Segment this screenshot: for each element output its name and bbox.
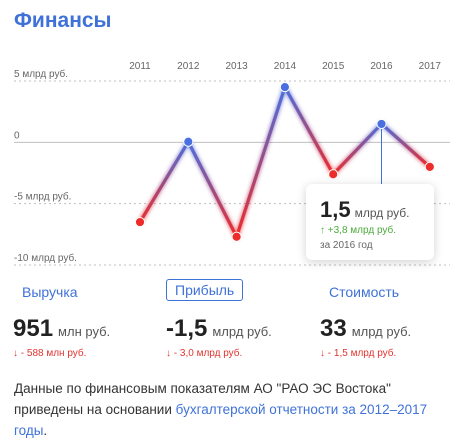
metric-revenue[interactable]: Выручка 951 млн руб. ↓ - 588 млн руб.	[13, 284, 110, 359]
revenue-value: 951	[13, 315, 54, 342]
data-point-2012	[183, 136, 194, 147]
tab-profit[interactable]: Прибыль	[166, 279, 244, 301]
y-tick-label-1: 0	[14, 130, 20, 141]
x-tick-label-5: 2016	[370, 61, 393, 72]
y-tick-label-2: -5 млрд руб.	[14, 191, 71, 203]
tooltip-change: ↑ +3,8 млрд руб.	[320, 225, 397, 236]
x-tick-label-2: 2013	[225, 61, 248, 72]
tooltip-value: 1,5	[320, 197, 351, 222]
metric-cost[interactable]: Стоимость 33 млрд руб. ↓ - 1,5 млрд руб.	[320, 284, 411, 359]
x-tick-label-4: 2015	[322, 61, 345, 72]
series-segment-5	[379, 122, 432, 169]
value-tooltip: 1,5 млрд руб. ↑ +3,8 млрд руб. за 2016 го…	[306, 184, 434, 260]
cost-unit: млрд руб.	[351, 324, 412, 339]
cost-change: ↓ - 1,5 млрд руб.	[320, 348, 397, 359]
data-point-2013	[231, 231, 242, 242]
footer-text: Данные по финансовым показателям АО "РАО…	[14, 381, 391, 417]
footer-end: .	[43, 423, 48, 438]
report-link[interactable]: бухгалтерской отчетности за 2012–2017 го…	[14, 402, 428, 438]
metric-profit[interactable]: Прибыль -1,5 млрд руб. ↓ - 3,0 млрд руб.	[166, 279, 272, 359]
page-title: Финансы	[14, 9, 112, 32]
data-point-2017	[424, 161, 435, 172]
y-tick-label-3: -10 млрд руб.	[14, 252, 77, 264]
profit-value: -1,5	[166, 315, 208, 342]
y-tick-label-0: 5 млрд руб.	[14, 68, 68, 80]
series-segment-2	[235, 85, 287, 239]
x-tick-label-6: 2017	[419, 61, 442, 72]
data-source-note: Данные по финансовым показателям АО "РАО…	[14, 378, 454, 441]
cost-value: 33	[320, 315, 347, 342]
data-point-2015	[328, 169, 339, 180]
series-segment-4	[331, 122, 384, 176]
tooltip-year: за 2016 год	[320, 240, 373, 251]
profit-unit: млрд руб.	[212, 324, 272, 339]
data-point-2011	[134, 216, 146, 228]
tooltip-unit: млрд руб.	[354, 206, 410, 220]
series-segment-0	[138, 140, 190, 224]
x-tick-label-0: 2011	[129, 61, 151, 72]
profit-change: ↓ - 3,0 млрд руб.	[166, 348, 243, 359]
revenue-change: ↓ - 588 млн руб.	[13, 348, 87, 359]
x-tick-label-1: 2012	[177, 61, 200, 72]
tab-revenue[interactable]: Выручка	[22, 284, 78, 300]
series-segment-3	[283, 85, 335, 176]
tab-cost[interactable]: Стоимость	[329, 284, 400, 300]
revenue-unit: млн руб.	[58, 324, 111, 339]
series-segment-1	[186, 140, 239, 239]
data-point-2016	[376, 118, 387, 130]
data-point-2014	[279, 82, 290, 93]
profit-line-chart: 5 млрд руб. 0 -5 млрд руб. -10 млрд руб. 201…	[14, 61, 450, 266]
x-tick-label-3: 2014	[274, 61, 297, 72]
